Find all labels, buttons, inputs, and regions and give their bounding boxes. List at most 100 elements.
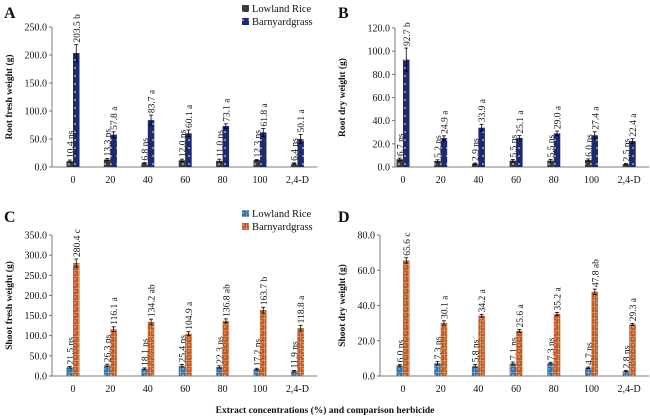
data-label: 2.5 ns — [622, 139, 632, 162]
data-label: 83.7 a — [148, 89, 158, 113]
bar-pattern — [629, 324, 636, 376]
y-tick-label: 60.0 — [373, 93, 391, 104]
y-tick-label: 0.0 — [363, 372, 376, 383]
bar-pattern — [66, 367, 73, 376]
data-label: 5.5 ns — [509, 134, 519, 157]
y-tick-label: 40.0 — [373, 116, 391, 127]
y-axis-label: Root dry weight (g) — [337, 58, 348, 137]
data-label: 21.5 ns — [66, 337, 76, 365]
y-tick-label: 250.0 — [25, 23, 48, 34]
y-tick-label: 50.0 — [30, 351, 48, 362]
bar-pattern — [222, 126, 230, 167]
data-label: 134.2 ab — [148, 284, 158, 317]
y-tick-label: 100.0 — [25, 107, 48, 118]
bar-pattern — [297, 328, 304, 376]
panel-label: A — [4, 5, 16, 22]
y-axis-label: Shoot fresh weight (g) — [4, 261, 15, 350]
x-tick-label: 40 — [473, 175, 483, 186]
y-tick-label: 100.0 — [368, 47, 391, 58]
bar-pattern — [185, 133, 192, 167]
bar-pattern — [478, 315, 485, 376]
bar-pattern — [253, 160, 260, 167]
data-label: 57.8 a — [110, 106, 120, 130]
data-label: 22.3 ns — [216, 336, 226, 364]
data-label: 92.7 b — [403, 22, 413, 46]
y-axis-label: Root fresh weight (g) — [4, 54, 15, 139]
bar-pattern — [222, 320, 230, 376]
panel-b: B Root dry weight (g) 0.0 20.0 40.0 60.0 80.0 1… — [337, 5, 650, 186]
x-tick-label: 20 — [105, 175, 115, 186]
bar-pattern — [403, 59, 410, 168]
x-tick-label: 0 — [401, 384, 406, 395]
bar-pattern — [471, 163, 479, 167]
bar-pattern — [297, 138, 304, 167]
data-label: 5.2 ns — [434, 135, 444, 158]
data-label: 5.5 ns — [547, 134, 557, 157]
bar-pattern — [553, 133, 561, 167]
y-tick-label: 120.0 — [368, 24, 391, 35]
bar-pattern — [66, 161, 73, 167]
bar-pattern — [553, 313, 561, 376]
x-tick-label: 60 — [180, 384, 190, 395]
data-label: 35.2 a — [554, 287, 564, 311]
x-tick-label: 80 — [218, 175, 228, 186]
data-label: 30.1 a — [440, 295, 450, 319]
y-tick-label: 0.0 — [35, 163, 48, 174]
x-tick-label: 80 — [218, 384, 228, 395]
data-label: 12.0 ns — [178, 129, 188, 157]
y-tick-label: 80.0 — [373, 70, 391, 81]
y-tick-label: 150.0 — [25, 79, 48, 90]
data-label: 203.5 b — [73, 14, 83, 43]
panel-c: C Shoot fresh weight (g) 0.0 50.0 100.0 150.0… — [4, 209, 318, 395]
y-tick-label: 300.0 — [25, 251, 48, 262]
x-tick-label: 100 — [253, 175, 268, 186]
bar-pattern — [547, 160, 554, 167]
bar-pattern — [396, 365, 403, 376]
data-label: 104.9 a — [185, 301, 195, 330]
data-label: 61.8 a — [260, 102, 270, 126]
x-tick-label: 2,4-D — [286, 175, 309, 186]
legend-swatch-pattern — [242, 210, 249, 217]
y-tick-label: 350.0 — [25, 231, 48, 242]
bar-pattern — [585, 367, 592, 376]
legend-label: Barnyardgrass — [252, 222, 313, 233]
bar-pattern — [110, 329, 117, 376]
data-label: 65.6 c — [403, 233, 413, 256]
bar-pattern — [103, 365, 111, 376]
bar-pattern — [478, 127, 485, 167]
data-label: 7.3 ns — [434, 336, 444, 359]
bar-pattern — [260, 132, 267, 167]
data-label: 26.3 ns — [104, 334, 114, 362]
y-tick-label: 50.0 — [30, 135, 48, 146]
data-label: 73.1 a — [222, 98, 232, 122]
data-label: 25.4 ns — [178, 335, 188, 363]
bar-pattern — [622, 371, 630, 376]
x-tick-label: 2,4-D — [618, 175, 641, 186]
data-label: 4.7 ns — [585, 342, 595, 365]
bar-pattern — [516, 137, 523, 167]
y-tick-label: 80.0 — [358, 231, 376, 242]
y-axis-label: Shoot dry weight (g) — [337, 264, 348, 347]
x-tick-label: 60 — [180, 175, 190, 186]
x-tick-label: 100 — [584, 384, 599, 395]
legend-swatch-pattern — [242, 18, 249, 25]
legend-label: Lowland Rice — [252, 209, 312, 220]
bar-pattern — [396, 159, 403, 167]
data-label: 29.3 a — [629, 297, 639, 321]
y-tick-label: 250.0 — [25, 271, 48, 282]
x-tick-label: 2,4-D — [618, 384, 641, 395]
x-tick-label: 20 — [436, 384, 446, 395]
bar-pattern — [509, 160, 517, 167]
bar-pattern — [434, 160, 441, 167]
bar-pattern — [141, 163, 148, 167]
data-label: 7.3 ns — [547, 337, 557, 360]
data-label: 118.8 a — [297, 295, 307, 323]
data-label: 163.7 b — [260, 276, 270, 305]
x-tick-label: 40 — [143, 384, 153, 395]
panel-label: D — [338, 209, 350, 226]
data-label: 11.9 ns — [291, 341, 301, 368]
x-tick-label: 0 — [71, 175, 76, 186]
bar-pattern — [260, 310, 267, 376]
data-label: 5.8 ns — [472, 339, 482, 362]
data-label: 29.0 a — [554, 105, 564, 129]
